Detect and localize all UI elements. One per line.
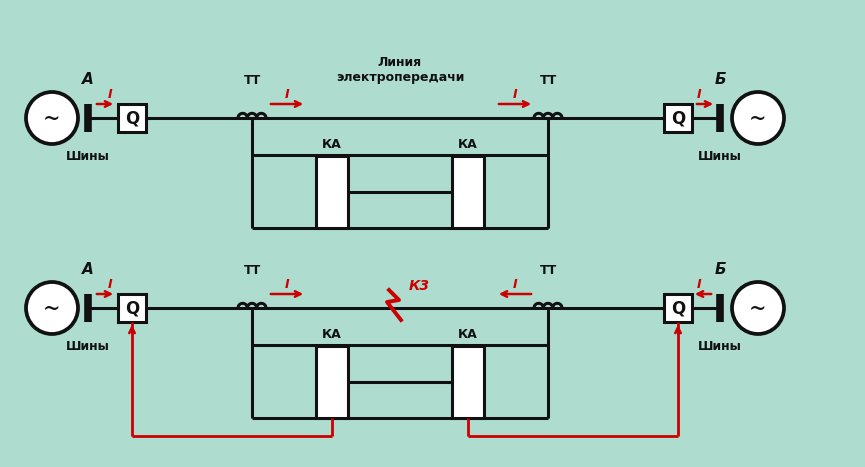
- Text: Q: Q: [125, 300, 139, 318]
- Bar: [316, 156, 348, 227]
- Text: I: I: [285, 87, 289, 100]
- Circle shape: [732, 282, 784, 334]
- Text: I: I: [696, 87, 702, 100]
- Text: Q: Q: [671, 300, 685, 318]
- Text: ~: ~: [43, 299, 61, 319]
- Text: ТТ: ТТ: [243, 73, 260, 86]
- Text: I: I: [285, 277, 289, 290]
- Text: Шины: Шины: [66, 340, 110, 353]
- Bar: [664, 294, 692, 322]
- Text: ТТ: ТТ: [540, 263, 556, 276]
- Text: ~: ~: [749, 299, 766, 319]
- Text: Q: Q: [671, 110, 685, 128]
- Text: КА: КА: [458, 328, 477, 341]
- Bar: [316, 346, 348, 417]
- Text: ~: ~: [749, 109, 766, 129]
- Bar: [452, 156, 484, 227]
- Text: Б: Б: [714, 72, 726, 87]
- Text: КА: КА: [458, 139, 477, 151]
- Bar: [664, 104, 692, 132]
- Text: КА: КА: [322, 139, 342, 151]
- Bar: [452, 346, 484, 417]
- Text: Линия
электропередачи: Линия электропередачи: [336, 56, 465, 85]
- Text: Q: Q: [125, 110, 139, 128]
- Text: КА: КА: [322, 328, 342, 341]
- Text: I: I: [513, 277, 517, 290]
- Text: I: I: [107, 87, 112, 100]
- Text: К3: К3: [408, 279, 430, 293]
- Text: I: I: [696, 277, 702, 290]
- Bar: [118, 104, 146, 132]
- Bar: [118, 294, 146, 322]
- Text: ТТ: ТТ: [243, 263, 260, 276]
- Circle shape: [26, 282, 78, 334]
- Text: Шины: Шины: [66, 149, 110, 163]
- Text: I: I: [107, 277, 112, 290]
- Circle shape: [732, 92, 784, 144]
- Text: A: A: [82, 72, 94, 87]
- Text: A: A: [82, 262, 94, 277]
- Text: Шины: Шины: [698, 149, 742, 163]
- Text: ~: ~: [43, 109, 61, 129]
- Text: Шины: Шины: [698, 340, 742, 353]
- Text: Б: Б: [714, 262, 726, 277]
- Circle shape: [26, 92, 78, 144]
- Text: ТТ: ТТ: [540, 73, 556, 86]
- Text: I: I: [513, 87, 517, 100]
